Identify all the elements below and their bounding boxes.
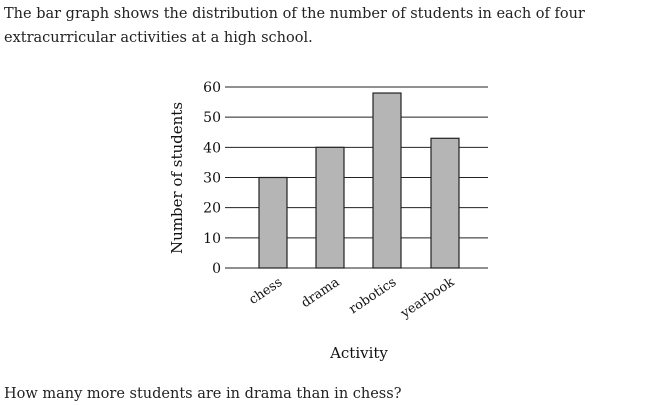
y-tick-label: 0 (212, 261, 221, 277)
x-tick-label: drama (299, 275, 343, 311)
bar-yearbook (430, 137, 460, 269)
x-tick-label: yearbook (398, 275, 458, 322)
x-tick-labels: chess drama robotics yearbook (246, 275, 457, 322)
y-tick-label: 30 (203, 171, 221, 187)
y-axis-label: Number of students (168, 102, 186, 254)
y-tick-label: 60 (203, 80, 221, 96)
y-tick-labels: 0 10 20 30 40 50 60 (203, 80, 221, 277)
bar-chess (258, 176, 288, 269)
bars (258, 92, 460, 269)
y-tick-label: 50 (203, 110, 221, 126)
intro-text: The bar graph shows the distribution of … (4, 6, 585, 46)
y-tick-label: 10 (203, 231, 221, 247)
x-tick-label: robotics (346, 275, 399, 317)
x-axis-label: Activity (329, 344, 388, 362)
x-tick-label: chess (246, 275, 285, 308)
y-tick-label: 20 (203, 201, 221, 217)
question-text: How many more students are in drama than… (4, 386, 402, 402)
bar-drama (315, 146, 345, 269)
bar-robotics (372, 92, 402, 269)
y-tick-label: 40 (203, 140, 221, 156)
